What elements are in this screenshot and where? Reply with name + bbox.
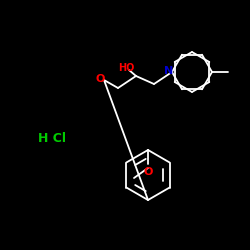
Text: N: N: [164, 66, 173, 76]
Text: H Cl: H Cl: [38, 132, 66, 144]
Text: O: O: [95, 74, 105, 84]
Text: O: O: [143, 167, 153, 177]
Text: HO: HO: [118, 63, 134, 73]
